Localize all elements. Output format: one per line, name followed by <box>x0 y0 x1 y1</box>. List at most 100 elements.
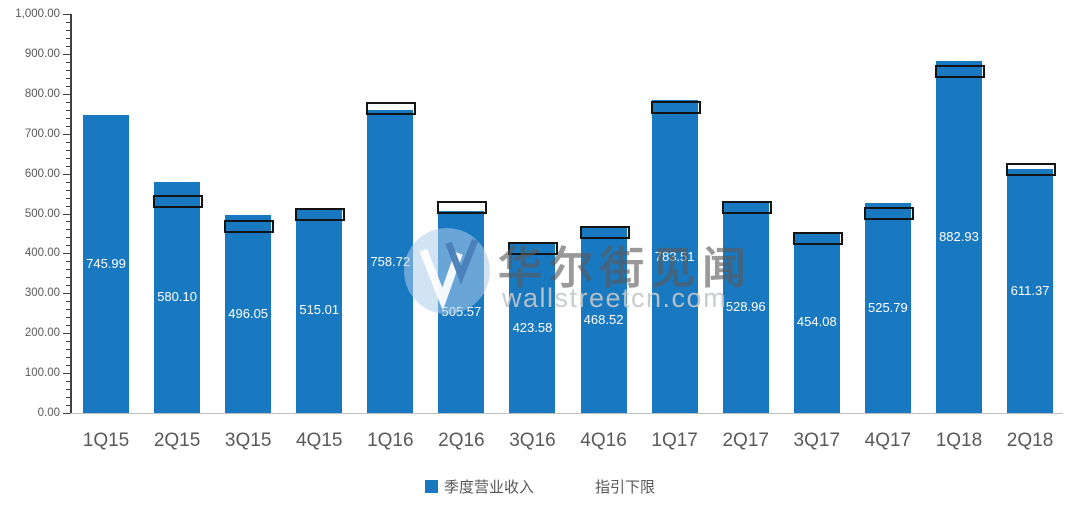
revenue-bar <box>935 60 982 413</box>
y-axis-tick-mark <box>66 85 70 87</box>
y-axis-tick-mark <box>63 133 70 135</box>
y-tick-label: 400.00 <box>24 247 60 260</box>
y-axis-tick-mark <box>66 189 70 191</box>
x-category-label: 1Q17 <box>651 430 698 451</box>
y-axis-tick-mark <box>63 173 70 175</box>
legend-swatch-blue <box>424 480 438 493</box>
chart-legend: 季度营业收入 指引下限 <box>0 476 1080 497</box>
revenue-bar <box>1007 169 1054 413</box>
bar-value-label: 423.58 <box>512 320 553 336</box>
y-axis-tick-mark <box>66 341 70 343</box>
y-axis-tick-mark <box>66 389 70 391</box>
watermark-text-en: wallstreetcn.com <box>502 283 728 313</box>
guidance-lower-bound-box <box>437 201 488 215</box>
y-tick-label: 0.00 <box>37 407 60 419</box>
y-axis-tick-mark <box>66 45 70 47</box>
y-tick-label: 900.00 <box>24 47 60 60</box>
y-axis-tick-mark <box>66 109 70 111</box>
x-axis-line <box>70 413 1063 414</box>
x-category-label: 1Q15 <box>82 430 130 451</box>
y-axis-tick-mark <box>63 413 70 414</box>
y-axis-tick-mark <box>63 293 70 295</box>
revenue-bar <box>651 100 698 413</box>
y-axis-tick-mark <box>66 261 70 263</box>
revenue-bar <box>509 243 556 413</box>
y-axis-tick-mark <box>66 357 70 359</box>
y-axis-tick-mark <box>66 245 70 247</box>
y-axis-tick-mark <box>66 237 70 239</box>
bar-value-label: 496.05 <box>228 306 269 322</box>
guidance-lower-bound-box <box>863 207 914 220</box>
y-axis-tick-mark <box>66 181 70 183</box>
y-axis-tick-mark <box>63 93 70 95</box>
guidance-lower-bound-box <box>295 208 346 222</box>
y-axis-tick-mark <box>66 325 70 327</box>
y-tick-label: 700.00 <box>24 127 60 140</box>
y-axis-tick-mark <box>66 77 70 79</box>
x-category-label: 2Q17 <box>722 430 769 451</box>
x-category-label: 2Q18 <box>1006 430 1054 451</box>
y-axis-tick-mark <box>66 141 70 143</box>
y-axis-tick-mark <box>66 317 70 319</box>
x-category-label: 1Q16 <box>367 430 414 451</box>
y-axis-tick-mark <box>66 277 70 279</box>
revenue-bar <box>225 215 272 413</box>
y-axis-tick-mark <box>66 197 70 199</box>
revenue-bar <box>722 201 769 413</box>
y-axis-tick-mark <box>66 285 70 287</box>
guidance-lower-bound-box <box>224 219 275 233</box>
y-axis-tick-mark <box>66 397 70 399</box>
y-axis-tick-mark <box>66 365 70 367</box>
y-tick-label: 600.00 <box>24 167 60 180</box>
guidance-lower-bound-box <box>792 231 843 245</box>
y-axis-tick-mark <box>66 69 70 71</box>
y-axis-tick-mark <box>66 405 70 407</box>
bar-value-label: 525.79 <box>867 300 908 316</box>
x-category-label: 4Q16 <box>580 430 627 451</box>
x-category-label: 3Q17 <box>793 430 841 451</box>
legend-swatch-white <box>576 480 589 493</box>
y-axis-tick-mark <box>63 333 70 335</box>
legend-item-quarterly-revenue: 季度营业收入 <box>424 476 534 497</box>
guidance-lower-bound-box <box>650 100 701 114</box>
bar-value-label: 783.51 <box>654 248 695 264</box>
y-tick-label: 100.00 <box>24 367 60 380</box>
y-axis-tick-mark <box>66 61 70 63</box>
y-axis-tick-mark <box>63 373 70 375</box>
y-tick-label: 1,000.00 <box>15 8 60 20</box>
revenue-bar <box>296 207 343 413</box>
y-axis-tick-mark <box>66 117 70 119</box>
guidance-lower-bound-box <box>934 65 985 79</box>
y-axis-tick-mark <box>63 213 70 215</box>
y-axis-tick-mark <box>66 301 70 303</box>
revenue-bar <box>793 231 840 413</box>
guidance-lower-bound-box <box>508 241 559 255</box>
x-category-label: 2Q15 <box>153 430 201 451</box>
revenue-bar <box>864 203 911 413</box>
y-axis-tick-mark <box>66 29 70 31</box>
legend-item-guidance-lower-bound: 指引下限 <box>576 476 655 497</box>
y-tick-label: 300.00 <box>24 287 60 300</box>
bar-value-label: 580.10 <box>157 289 197 305</box>
y-axis-tick-mark <box>66 381 70 383</box>
y-axis-tick-mark <box>66 349 70 351</box>
y-axis-tick-mark <box>66 21 70 23</box>
y-axis-line <box>70 14 72 413</box>
revenue-bar <box>580 226 627 413</box>
y-axis-tick-mark <box>66 229 70 231</box>
wallstreetcn-w-logo-icon <box>419 238 479 308</box>
y-axis-tick-mark <box>66 125 70 127</box>
x-category-label: 2Q16 <box>438 430 485 451</box>
x-category-label: 3Q15 <box>224 430 272 451</box>
guidance-lower-bound-box <box>153 195 204 209</box>
x-category-label: 1Q18 <box>935 430 983 451</box>
bar-value-label: 454.08 <box>796 314 837 330</box>
y-axis-tick-mark <box>66 165 70 167</box>
y-tick-label: 800.00 <box>24 87 60 100</box>
bar-value-label: 515.01 <box>299 302 340 318</box>
y-axis-tick-mark <box>63 14 70 15</box>
bar-value-label: 882.93 <box>939 228 979 244</box>
legend-label: 季度营业收入 <box>443 479 534 496</box>
bar-value-label: 611.37 <box>1010 283 1050 299</box>
